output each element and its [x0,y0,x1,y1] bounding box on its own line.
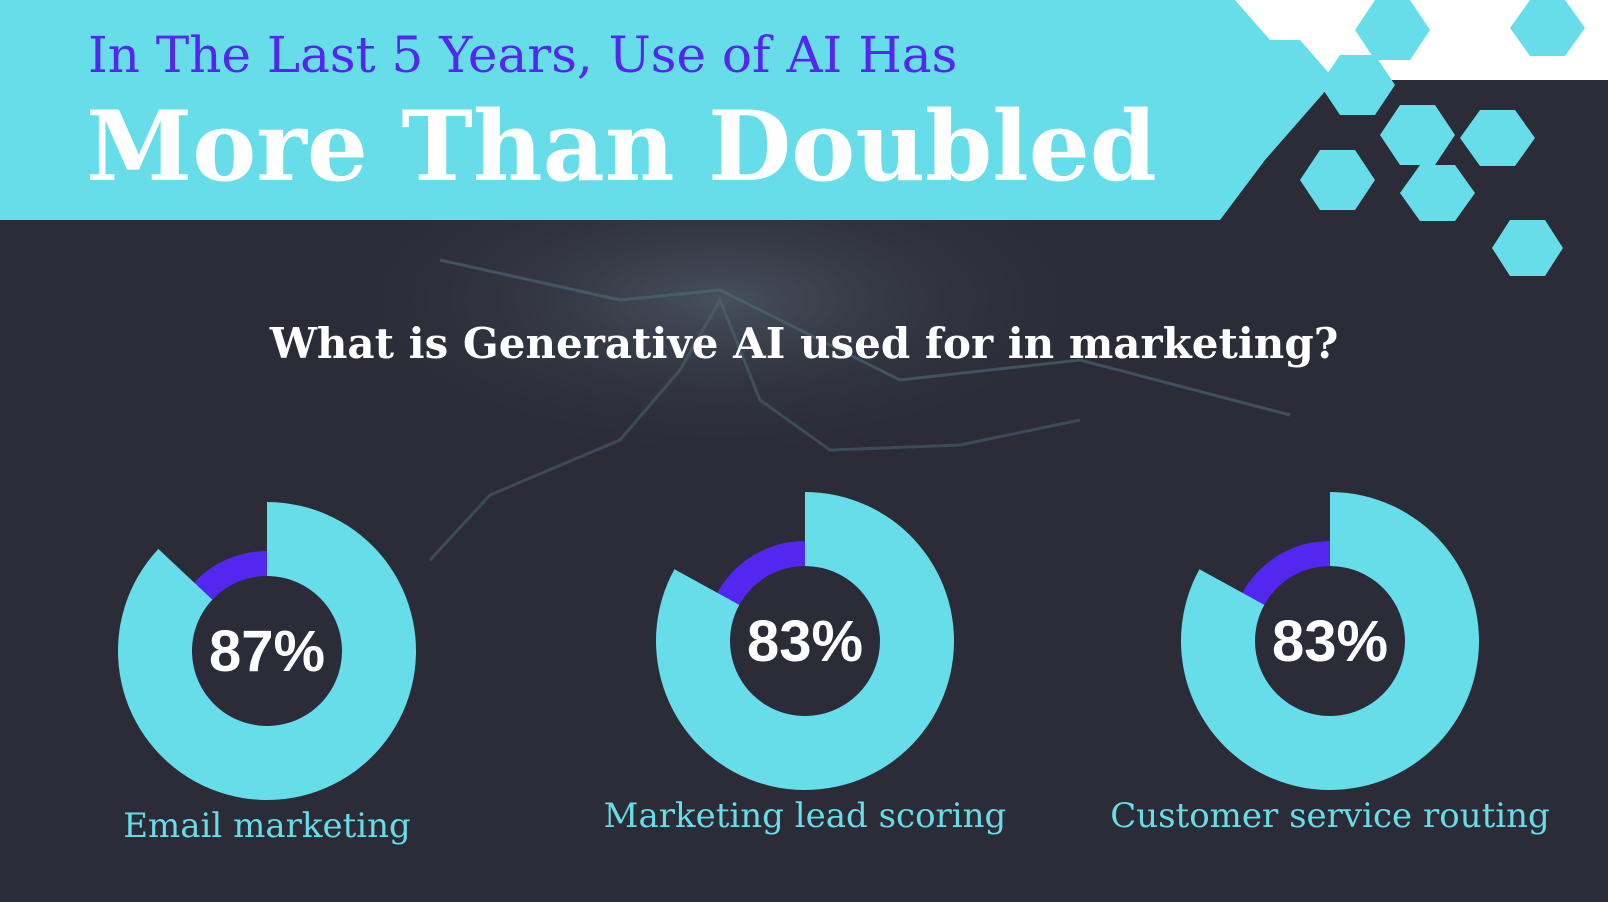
hexagon [1355,0,1430,60]
donut-segment [1181,492,1479,790]
decor-line [439,258,1291,417]
header-headline: More Than Doubled [86,90,1157,203]
value-label: 87% [209,619,325,684]
hexagon [1300,150,1375,210]
subtitle: What is Generative AI used for in market… [269,319,1339,368]
hexagons [1300,0,1585,276]
hexagon [1400,165,1475,221]
hexagon [1460,110,1535,166]
header-band [0,0,1335,220]
category-label: Customer service routing [1110,796,1550,836]
hexagon [1380,105,1455,165]
value-label: 83% [1272,609,1388,674]
hexagon [1320,55,1395,115]
donut-segment [655,492,954,791]
donut-segment [118,502,417,800]
header-title: In The Last 5 Years, Use of AI Has [88,26,957,84]
category-label: Email marketing [123,806,411,846]
decor-line [428,296,1081,562]
hexagon [1492,220,1563,276]
category-label: Marketing lead scoring [604,796,1007,836]
value-label: 83% [747,609,863,674]
hexagon [1510,0,1585,56]
